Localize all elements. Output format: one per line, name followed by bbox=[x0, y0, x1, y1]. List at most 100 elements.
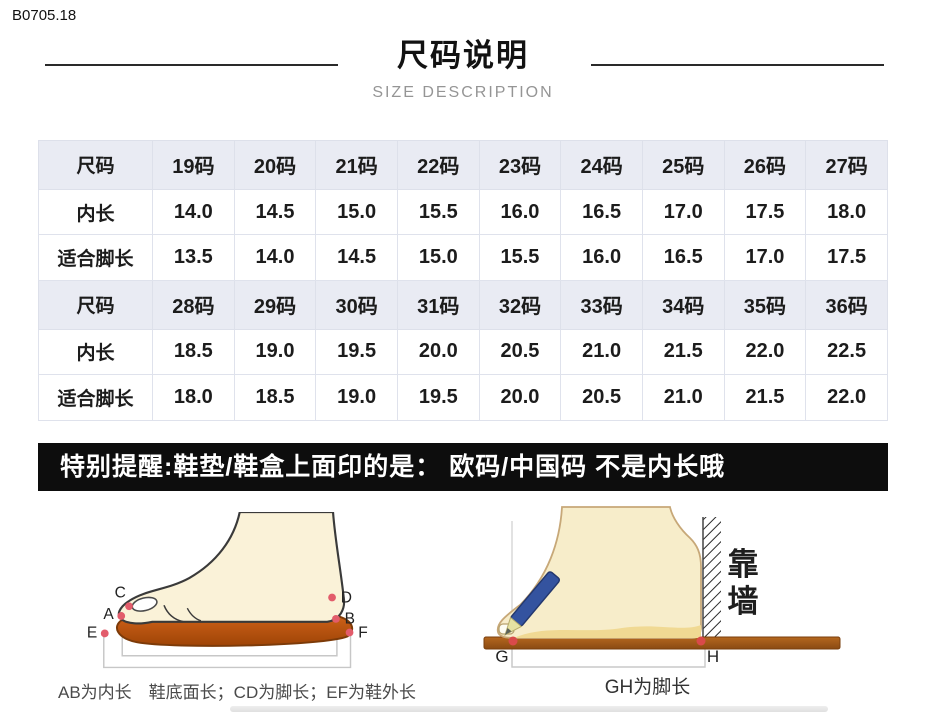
table-cell: 29码 bbox=[233, 279, 317, 330]
table-cell: 14.0 bbox=[152, 188, 235, 236]
table-cell: 21.0 bbox=[560, 328, 643, 376]
title-block: 尺码说明 SIZE DESCRIPTION bbox=[0, 30, 926, 102]
table-cell: 14.5 bbox=[233, 188, 317, 236]
table-cell: 22.0 bbox=[723, 328, 807, 376]
row-label: 内长 bbox=[38, 328, 153, 376]
table-cell: 21.5 bbox=[641, 328, 725, 376]
table-row: 尺码 19码 20码 21码 22码 23码 24码 25码 26码 27码 bbox=[38, 140, 888, 190]
point-label-f: F bbox=[358, 624, 368, 641]
table-cell: 21.5 bbox=[723, 374, 807, 421]
table-cell: 16.0 bbox=[478, 188, 562, 236]
table-cell: 33码 bbox=[560, 279, 643, 330]
table-cell: 30码 bbox=[315, 279, 398, 330]
row-label: 适合脚长 bbox=[38, 374, 153, 421]
notice-banner: 特别提醒:鞋垫/鞋盒上面印的是： 欧码/中国码 不是内长哦 bbox=[38, 443, 888, 491]
table-cell: 21.0 bbox=[641, 374, 725, 421]
right-diagram-caption: GH为脚长 bbox=[604, 677, 691, 698]
measure-bracket-ef bbox=[103, 634, 352, 669]
table-cell: 23码 bbox=[478, 140, 562, 190]
wall-hatching bbox=[703, 517, 721, 637]
table-cell: 17.5 bbox=[805, 234, 888, 281]
table-row: 适合脚长 13.5 14.0 14.5 15.0 15.5 16.0 16.5 … bbox=[38, 234, 888, 281]
foot-wall-measure-illustration: G H bbox=[483, 506, 841, 668]
toe-line bbox=[163, 604, 184, 623]
title-divider-left bbox=[45, 64, 338, 66]
table-cell: 35码 bbox=[723, 279, 807, 330]
table-cell: 19.0 bbox=[233, 328, 317, 376]
table-row: 内长 18.5 19.0 19.5 20.0 20.5 21.0 21.5 22… bbox=[38, 328, 888, 376]
table-cell: 18.5 bbox=[152, 328, 235, 376]
point-label-b: B bbox=[345, 611, 355, 628]
table-cell: 28码 bbox=[152, 279, 235, 330]
table-cell: 22.5 bbox=[805, 328, 888, 376]
table-cell: 18.0 bbox=[805, 188, 888, 236]
table-row: 适合脚长 18.0 18.5 19.0 19.5 20.0 20.5 21.0 … bbox=[38, 374, 888, 421]
table-cell: 22码 bbox=[396, 140, 480, 190]
table-row: 尺码 28码 29码 30码 31码 32码 33码 34码 35码 36码 bbox=[38, 279, 888, 330]
product-code: B0705.18 bbox=[12, 7, 77, 24]
table-cell: 19.0 bbox=[315, 374, 398, 421]
table-cell: 22.0 bbox=[805, 374, 888, 421]
point-dot-h bbox=[696, 636, 706, 646]
point-dot-d bbox=[328, 593, 336, 602]
wall-label: 靠墙 bbox=[727, 547, 759, 619]
point-label-h: H bbox=[707, 647, 719, 666]
table-cell: 19.5 bbox=[396, 374, 480, 421]
table-cell: 19码 bbox=[152, 140, 235, 190]
point-label-e: E bbox=[87, 624, 97, 641]
foot-sole-shading bbox=[514, 625, 701, 638]
point-dot-b bbox=[332, 614, 340, 623]
point-dot-c bbox=[125, 602, 133, 611]
table-cell: 17.5 bbox=[723, 188, 807, 236]
foot-shape bbox=[117, 512, 346, 625]
table-cell: 14.0 bbox=[233, 234, 317, 281]
page-subtitle: SIZE DESCRIPTION bbox=[372, 84, 554, 101]
table-cell: 15.5 bbox=[478, 234, 562, 281]
point-dot-f bbox=[345, 628, 354, 637]
point-dot-a bbox=[117, 612, 126, 620]
measure-bracket-gh bbox=[511, 649, 706, 668]
table-cell: 16.0 bbox=[560, 234, 643, 281]
toe-line bbox=[186, 607, 202, 622]
point-label-d: D bbox=[341, 589, 352, 606]
table-cell: 17.0 bbox=[641, 188, 725, 236]
table-cell: 26码 bbox=[723, 140, 807, 190]
table-cell: 17.0 bbox=[723, 234, 807, 281]
table-cell: 18.0 bbox=[152, 374, 235, 421]
point-dot-g bbox=[508, 636, 518, 646]
table-cell: 15.5 bbox=[396, 188, 480, 236]
table-cell: 20.0 bbox=[396, 328, 480, 376]
cropped-next-section-edge bbox=[230, 706, 828, 712]
table-cell: 15.0 bbox=[396, 234, 480, 281]
point-dot-e bbox=[100, 629, 109, 638]
foot-side-measure-illustration: C A E D B F bbox=[87, 512, 368, 669]
row-label: 适合脚长 bbox=[38, 234, 153, 281]
table-cell: 16.5 bbox=[641, 234, 725, 281]
title-divider-right bbox=[591, 64, 884, 66]
table-cell: 31码 bbox=[396, 279, 480, 330]
table-cell: 32码 bbox=[478, 279, 562, 330]
table-cell: 20.5 bbox=[560, 374, 643, 421]
row-label: 尺码 bbox=[38, 140, 153, 190]
table-cell: 36码 bbox=[805, 279, 888, 330]
table-cell: 19.5 bbox=[315, 328, 398, 376]
row-label: 尺码 bbox=[38, 279, 153, 330]
size-table: 尺码 19码 20码 21码 22码 23码 24码 25码 26码 27码 内… bbox=[38, 140, 888, 421]
table-cell: 15.0 bbox=[315, 188, 398, 236]
point-label-g: G bbox=[495, 647, 508, 666]
table-cell: 24码 bbox=[560, 140, 643, 190]
left-diagram-caption: AB为内长 鞋底面长；CD为脚长；EF为鞋外长 bbox=[58, 683, 416, 702]
point-label-a: A bbox=[103, 606, 114, 623]
table-cell: 16.5 bbox=[560, 188, 643, 236]
point-label-c: C bbox=[115, 584, 126, 601]
table-cell: 20.0 bbox=[478, 374, 562, 421]
pencil-icon bbox=[504, 571, 561, 637]
table-cell: 13.5 bbox=[152, 234, 235, 281]
table-row: 内长 14.0 14.5 15.0 15.5 16.0 16.5 17.0 17… bbox=[38, 188, 888, 236]
table-cell: 18.5 bbox=[233, 374, 317, 421]
table-cell: 27码 bbox=[805, 140, 888, 190]
row-label: 内长 bbox=[38, 188, 153, 236]
table-cell: 20码 bbox=[233, 140, 317, 190]
table-cell: 20.5 bbox=[478, 328, 562, 376]
